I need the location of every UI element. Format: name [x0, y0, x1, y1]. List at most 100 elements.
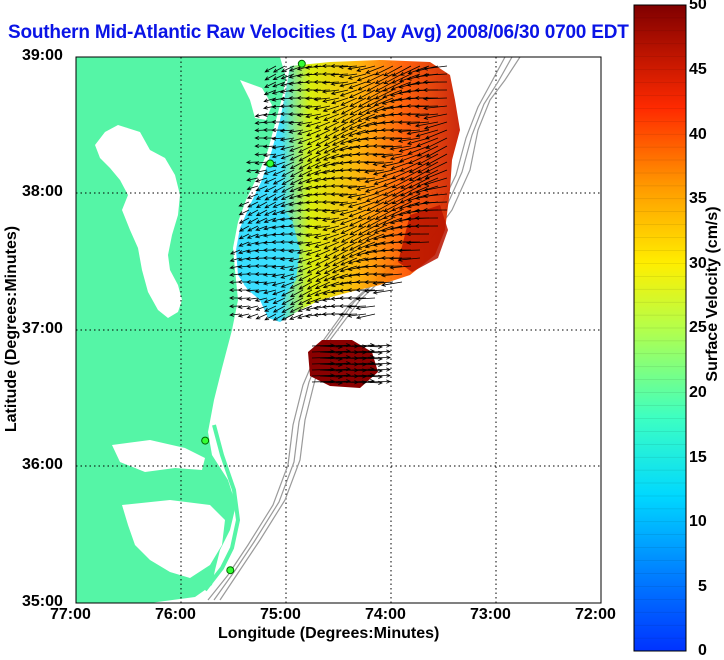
colorbar-tick-label: 20	[689, 384, 707, 401]
velocity-arrow	[298, 169, 313, 178]
velocity-arrow	[288, 249, 304, 254]
lon-tick-label: 77:00	[50, 606, 91, 623]
velocity-arrow	[315, 153, 331, 162]
velocity-arrow	[229, 265, 241, 270]
velocity-arrow	[348, 121, 367, 130]
velocity-arrow	[389, 145, 412, 151]
velocity-arrow	[306, 129, 322, 137]
velocity-arrow	[296, 249, 313, 255]
velocity-arrow	[380, 144, 403, 150]
velocity-arrow	[355, 185, 376, 191]
lat-tick-label: 35:00	[22, 593, 63, 610]
velocity-arrow	[288, 265, 304, 272]
velocity-arrow	[237, 296, 250, 301]
velocity-arrow	[322, 105, 340, 112]
velocity-arrow	[322, 225, 340, 232]
colorbar-tick-label: 15	[689, 449, 707, 466]
velocity-arrow	[262, 281, 277, 286]
velocity-arrow	[425, 161, 448, 173]
velocity-arrow	[366, 89, 385, 100]
velocity-arrow	[323, 249, 340, 259]
chesapeake-bay	[95, 125, 182, 318]
velocity-arrow	[364, 185, 385, 193]
velocity-arrow	[330, 217, 349, 224]
velocity-arrow	[296, 223, 313, 229]
velocity-arrow	[381, 97, 403, 105]
velocity-arrow	[382, 81, 403, 92]
velocity-arrow	[367, 373, 391, 378]
velocity-arrow	[264, 81, 277, 88]
lon-tick-label: 72:00	[575, 606, 616, 623]
velocity-arrow	[348, 217, 367, 227]
velocity-arrow	[423, 177, 448, 186]
velocity-arrow	[389, 153, 412, 161]
velocity-arrow	[339, 217, 358, 225]
velocity-arrow	[264, 313, 277, 321]
velocity-arrow	[372, 272, 394, 277]
velocity-arrow	[330, 89, 349, 96]
velocity-arrow	[321, 89, 340, 94]
velocity-arrow	[255, 313, 268, 320]
velocity-arrow	[390, 161, 412, 170]
velocity-arrow	[331, 233, 349, 242]
velocity-arrow	[348, 129, 367, 137]
velocity-arrow	[414, 216, 439, 221]
velocity-arrow	[357, 225, 376, 236]
velocity-arrow	[289, 145, 304, 152]
velocity-arrow	[389, 265, 412, 270]
velocity-arrow	[313, 169, 331, 176]
velocity-arrow	[366, 97, 385, 108]
velocity-arrow	[338, 303, 358, 309]
velocity-arrow	[289, 281, 304, 289]
velocity-arrow	[340, 233, 358, 243]
velocity-arrow	[272, 177, 286, 185]
velocity-arrow	[305, 241, 322, 247]
velocity-arrow	[288, 231, 303, 237]
velocity-arrow	[339, 89, 358, 97]
velocity-arrow	[322, 289, 340, 296]
velocity-arrow	[391, 65, 412, 77]
velocity-arrow	[238, 217, 250, 224]
lon-tick-label: 73:00	[470, 606, 511, 623]
velocity-arrow	[288, 257, 304, 263]
velocity-arrow	[306, 137, 322, 146]
velocity-arrow	[338, 312, 358, 317]
velocity-arrow	[280, 273, 295, 279]
velocity-arrow	[415, 129, 439, 138]
x-axis-label: Longitude (Degrees:Minutes)	[218, 625, 440, 642]
velocity-arrow	[314, 121, 331, 129]
velocity-arrow	[279, 239, 294, 245]
velocity-arrow	[340, 129, 358, 138]
colorbar-tick-label: 35	[689, 190, 707, 207]
velocity-arrow	[339, 265, 358, 273]
velocity-arrow	[272, 209, 286, 216]
lon-tick-label: 76:00	[155, 606, 196, 623]
pamlico-sound	[122, 500, 225, 578]
velocity-arrow	[280, 193, 295, 200]
velocity-arrow	[280, 65, 295, 73]
velocity-arrow	[349, 105, 367, 116]
velocity-arrow	[323, 257, 340, 267]
velocity-arrow	[340, 241, 358, 251]
velocity-arrow	[298, 297, 313, 305]
velocity-arrow	[330, 311, 348, 317]
velocity-arrow	[356, 241, 376, 250]
velocity-arrow	[365, 225, 385, 235]
velocity-arrow	[272, 81, 286, 88]
velocity-arrow	[406, 121, 430, 126]
velocity-arrow	[365, 105, 385, 114]
velocity-arrow	[347, 193, 367, 199]
velocity-arrow	[383, 201, 403, 212]
velocity-arrow	[296, 65, 313, 71]
velocity-arrow	[383, 185, 403, 196]
velocity-arrows	[229, 63, 448, 385]
velocity-arrow	[330, 72, 349, 77]
velocity-arrow	[332, 249, 349, 259]
velocity-arrow	[246, 193, 259, 199]
velocity-arrow	[288, 137, 304, 143]
velocity-arrow	[289, 161, 304, 170]
velocity-arrow	[246, 185, 259, 191]
velocity-arrow	[365, 73, 385, 83]
velocity-arrow	[391, 73, 412, 84]
